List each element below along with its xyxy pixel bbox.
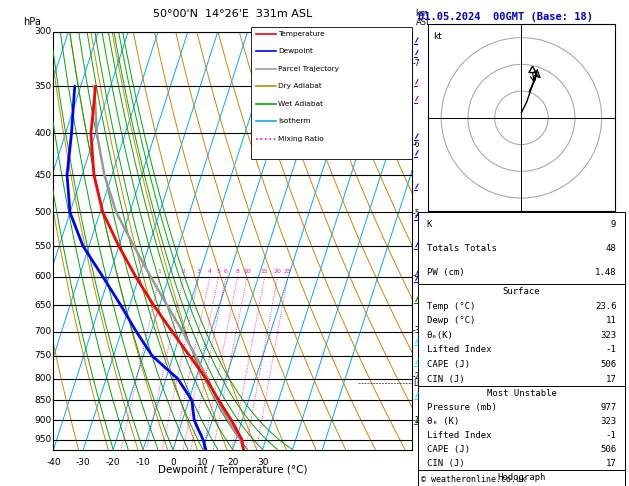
- Text: -40: -40: [46, 458, 61, 467]
- Text: 950: 950: [35, 435, 52, 444]
- Text: 48: 48: [606, 244, 616, 253]
- Text: Mixing Ratio (g/kg): Mixing Ratio (g/kg): [443, 222, 452, 301]
- Text: Temp (°C): Temp (°C): [426, 302, 475, 311]
- Text: PW (cm): PW (cm): [426, 268, 464, 277]
- Text: km
ASL: km ASL: [416, 9, 431, 27]
- Text: -5: -5: [413, 208, 421, 218]
- Text: 10: 10: [197, 458, 209, 467]
- Text: 1.48: 1.48: [595, 268, 616, 277]
- Text: 300: 300: [35, 27, 52, 36]
- Text: kt: kt: [433, 32, 442, 41]
- Text: -1: -1: [606, 431, 616, 440]
- Text: LCL: LCL: [413, 379, 427, 388]
- Text: 977: 977: [600, 403, 616, 412]
- Text: -1: -1: [413, 416, 421, 425]
- Text: Dewpoint: Dewpoint: [278, 48, 313, 54]
- Text: 10: 10: [243, 269, 251, 274]
- Text: 30: 30: [257, 458, 269, 467]
- Text: 25: 25: [284, 269, 292, 274]
- Text: Dewpoint: Dewpoint: [278, 48, 313, 54]
- Text: 506: 506: [600, 445, 616, 454]
- Text: -10: -10: [136, 458, 150, 467]
- Text: Temperature: Temperature: [278, 31, 325, 36]
- Text: Temperature: Temperature: [278, 31, 325, 36]
- Text: 323: 323: [600, 417, 616, 426]
- Text: 50°00'N  14°26'E  331m ASL: 50°00'N 14°26'E 331m ASL: [153, 9, 313, 19]
- Text: 800: 800: [35, 374, 52, 383]
- FancyBboxPatch shape: [250, 27, 412, 158]
- Text: Lifted Index: Lifted Index: [426, 346, 491, 354]
- Text: Most Unstable: Most Unstable: [486, 389, 557, 398]
- Text: 3: 3: [197, 269, 201, 274]
- Text: 650: 650: [35, 301, 52, 310]
- Text: 9: 9: [611, 220, 616, 229]
- Text: Dewpoint / Temperature (°C): Dewpoint / Temperature (°C): [158, 465, 308, 475]
- Text: 0: 0: [170, 458, 176, 467]
- Text: Hodograph: Hodograph: [498, 473, 545, 482]
- Text: 700: 700: [35, 327, 52, 336]
- Text: 600: 600: [35, 273, 52, 281]
- Text: -30: -30: [76, 458, 91, 467]
- Text: 1: 1: [158, 269, 162, 274]
- Text: Parcel Trajectory: Parcel Trajectory: [278, 66, 339, 72]
- Text: 350: 350: [35, 82, 52, 91]
- Text: 17: 17: [606, 375, 616, 383]
- Text: Surface: Surface: [503, 287, 540, 296]
- Text: 400: 400: [35, 129, 52, 138]
- Text: -3: -3: [413, 326, 421, 334]
- Text: Isotherm: Isotherm: [278, 119, 311, 124]
- Text: Parcel Trajectory: Parcel Trajectory: [278, 66, 339, 72]
- Text: © weatheronline.co.uk: © weatheronline.co.uk: [421, 475, 526, 484]
- Text: θₑ(K): θₑ(K): [426, 331, 454, 340]
- Text: θₑ (K): θₑ (K): [426, 417, 459, 426]
- Text: Totals Totals: Totals Totals: [426, 244, 496, 253]
- Text: -1: -1: [606, 346, 616, 354]
- Text: 850: 850: [35, 396, 52, 405]
- Text: -6: -6: [413, 140, 421, 149]
- Text: 6: 6: [224, 269, 228, 274]
- Text: -2: -2: [413, 372, 421, 381]
- Text: 11: 11: [606, 316, 616, 325]
- Text: Mixing Ratio: Mixing Ratio: [278, 136, 324, 142]
- Text: K: K: [426, 220, 432, 229]
- Text: 450: 450: [35, 171, 52, 180]
- Text: 4: 4: [208, 269, 212, 274]
- Text: 23.6: 23.6: [595, 302, 616, 311]
- Text: hPa: hPa: [23, 17, 41, 27]
- Text: 20: 20: [227, 458, 238, 467]
- Text: Dry Adiabat: Dry Adiabat: [278, 83, 322, 89]
- Text: Isotherm: Isotherm: [278, 119, 311, 124]
- Text: -4: -4: [413, 271, 421, 280]
- Text: 900: 900: [35, 416, 52, 425]
- Text: 15: 15: [261, 269, 269, 274]
- Text: Wet Adiabat: Wet Adiabat: [278, 101, 323, 107]
- Text: Wet Adiabat: Wet Adiabat: [278, 101, 323, 107]
- Text: 20: 20: [274, 269, 282, 274]
- Text: 550: 550: [35, 242, 52, 251]
- Text: 2: 2: [182, 269, 186, 274]
- Text: Pressure (mb): Pressure (mb): [426, 403, 496, 412]
- Text: -7: -7: [413, 59, 421, 68]
- Text: 17: 17: [606, 459, 616, 468]
- Text: 323: 323: [600, 331, 616, 340]
- Text: -20: -20: [106, 458, 121, 467]
- Text: CAPE (J): CAPE (J): [426, 445, 469, 454]
- Text: CIN (J): CIN (J): [426, 375, 464, 383]
- Text: 8: 8: [236, 269, 240, 274]
- Text: 500: 500: [35, 208, 52, 217]
- Text: CAPE (J): CAPE (J): [426, 360, 469, 369]
- Text: Mixing Ratio: Mixing Ratio: [278, 136, 324, 142]
- Text: 506: 506: [600, 360, 616, 369]
- Text: Dewp (°C): Dewp (°C): [426, 316, 475, 325]
- Text: 5: 5: [216, 269, 221, 274]
- Text: 01.05.2024  00GMT (Base: 18): 01.05.2024 00GMT (Base: 18): [418, 12, 593, 22]
- Text: CIN (J): CIN (J): [426, 459, 464, 468]
- Text: Dry Adiabat: Dry Adiabat: [278, 83, 322, 89]
- Text: Lifted Index: Lifted Index: [426, 431, 491, 440]
- Text: 750: 750: [35, 351, 52, 361]
